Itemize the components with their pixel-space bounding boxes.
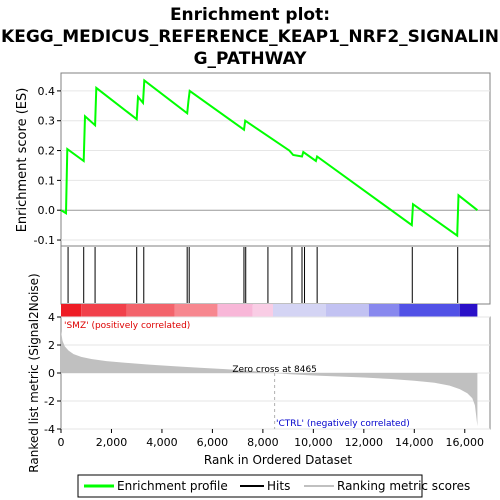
metric-gridlines (61, 316, 490, 430)
ranking-bar-segment (174, 304, 218, 317)
x-tick-label: 2,000 (96, 436, 128, 449)
title-line-3: G_PATHWAY (194, 49, 308, 69)
ranking-bar-segment (325, 304, 369, 317)
x-tick-label: 0 (58, 436, 65, 449)
x-axis-ticks: 0 2,000 4,000 6,000 8,000 10,000 12,000 14,000 1… (58, 429, 485, 449)
positive-correlation-label: 'SMZ' (positively correlated) (64, 321, 190, 331)
x-tick-label: 10,000 (294, 436, 333, 449)
ranking-color-bar (61, 304, 478, 317)
legend-label-hits: Hits (267, 479, 290, 493)
metric-y-ticks: -4 -2 0 2 4 (44, 311, 61, 436)
title-line-1: Enrichment plot: (170, 5, 330, 25)
metric-y-tick-label: 4 (48, 311, 55, 324)
ranking-bar-segment (81, 304, 127, 317)
legend-label-ranking: Ranking metric scores (337, 479, 470, 493)
x-tick-label: 16,000 (446, 436, 485, 449)
metric-y-tick-label: -4 (44, 423, 55, 436)
es-y-tick-label: 0.4 (38, 85, 56, 98)
ranking-bar-segment (252, 304, 273, 317)
ranking-metric-area (61, 331, 478, 427)
x-tick-label: 8,000 (247, 436, 279, 449)
metric-panel: -4 -2 0 2 4 Zero cross at 8465 'SMZ' (positi… (27, 273, 491, 473)
es-y-label: Enrichment score (ES) (15, 88, 30, 233)
x-tick-label: 6,000 (197, 436, 229, 449)
es-gridlines (61, 90, 490, 241)
title-line-2: KEGG_MEDICUS_REFERENCE_KEAP1_NRF2_SIGNAL… (1, 27, 499, 47)
es-y-tick-label: 0.2 (38, 145, 56, 158)
ranking-bar-segment (399, 304, 460, 317)
es-y-tick-label: 0.0 (38, 204, 56, 217)
ranking-bar-segment (368, 304, 400, 317)
ranking-bar-segment (126, 304, 175, 317)
es-panel-frame (60, 72, 491, 247)
enrichment-profile-line (60, 78, 479, 238)
x-axis-label: Rank in Ordered Dataset (204, 453, 352, 467)
legend-label-enrichment: Enrichment profile (117, 479, 228, 493)
es-y-tick-label: 0.1 (38, 174, 56, 187)
metric-y-tick-label: -2 (44, 395, 55, 408)
ranking-bar-segment (61, 304, 82, 317)
hits-panel-frame (60, 245, 491, 305)
metric-y-label: Ranked list metric (Signal2Noise) (27, 273, 41, 472)
es-y-tick-label: -0.1 (34, 234, 55, 247)
es-panel: -0.1 0.0 0.1 0.2 0.3 0.4 Enrichment score (ES… (15, 72, 491, 247)
hits-panel (60, 245, 491, 305)
hit-lines (67, 247, 459, 303)
negative-correlation-label: 'CTRL' (negatively correlated) (276, 419, 410, 429)
ranking-bar-segment (272, 304, 326, 317)
ranking-bar-segment (217, 304, 253, 317)
x-tick-label: 12,000 (345, 436, 384, 449)
ranking-bar-segment (459, 304, 478, 317)
x-tick-label: 4,000 (146, 436, 178, 449)
x-tick-label: 14,000 (395, 436, 434, 449)
es-y-tick-label: 0.3 (38, 115, 56, 128)
metric-y-tick-label: 2 (48, 339, 55, 352)
zero-cross-label: Zero cross at 8465 (232, 365, 317, 375)
metric-y-tick-label: 0 (48, 367, 55, 380)
legend: Enrichment profile Hits Ranking metric s… (77, 474, 470, 498)
es-y-ticks: -0.1 0.0 0.1 0.2 0.3 0.4 (34, 85, 61, 247)
